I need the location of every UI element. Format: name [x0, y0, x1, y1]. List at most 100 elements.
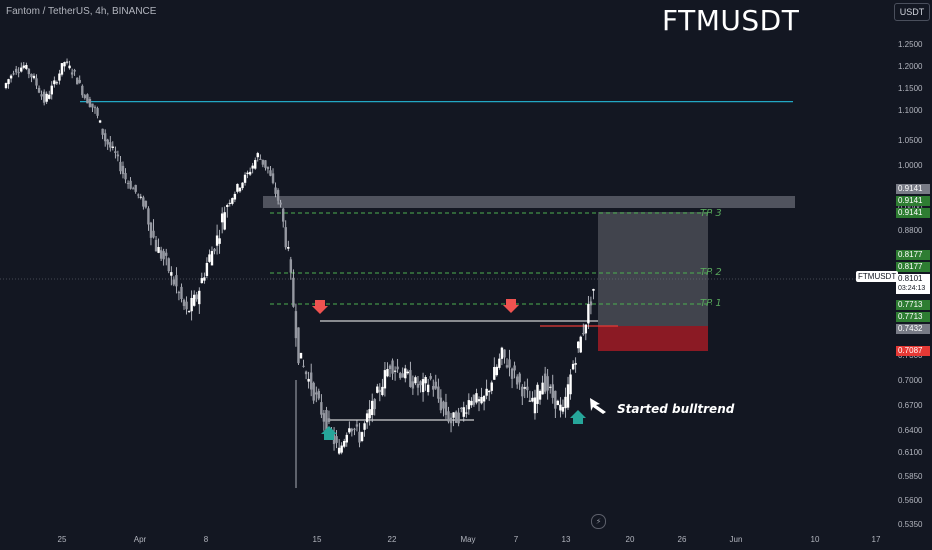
candle-body: [528, 400, 532, 402]
candle-body: [254, 160, 257, 169]
candle-body: [50, 85, 53, 95]
candle-body: [177, 292, 181, 294]
candle-body: [584, 324, 588, 334]
candle-body: [365, 413, 369, 423]
candle-body: [139, 196, 142, 198]
candle-body: [363, 423, 366, 430]
candle-body: [124, 173, 127, 180]
candle-body: [493, 367, 496, 380]
candle-body: [452, 412, 455, 418]
candle-body: [111, 146, 115, 148]
candle-body: [165, 252, 168, 256]
candle-body: [70, 72, 74, 75]
candle-body: [500, 347, 504, 359]
candle-body: [218, 238, 221, 244]
candle-body: [477, 399, 481, 402]
countdown-label: 03:24:13: [896, 284, 930, 294]
y-tick-label: 0.7000: [898, 376, 923, 385]
candle-body: [462, 407, 465, 417]
candle-body: [398, 373, 402, 378]
candle-body: [510, 368, 514, 379]
x-tick-label: 15: [313, 535, 322, 544]
buy-arrow-2: [570, 410, 586, 424]
candle-body: [281, 208, 285, 222]
candle-body: [332, 434, 336, 445]
candle-body: [228, 202, 231, 204]
target-zone: [598, 212, 708, 326]
candle-body: [187, 311, 191, 313]
candle-body: [561, 406, 565, 412]
y-tick-label: 0.5600: [898, 496, 923, 505]
candle-body: [274, 187, 277, 194]
candle-body: [137, 194, 140, 196]
candle-body: [592, 288, 595, 291]
candle-body: [386, 368, 389, 377]
x-tick-label: May: [460, 535, 475, 544]
candle-body: [294, 311, 298, 339]
candle-body: [213, 248, 216, 252]
price-label-tp1-a: 0.7713: [896, 300, 930, 310]
candle-body: [444, 402, 448, 415]
lightning-icon[interactable]: ⚡: [591, 514, 606, 529]
candle-body: [233, 193, 237, 200]
candle-body: [170, 272, 173, 276]
y-tick-label: 1.1000: [898, 106, 923, 115]
price-label-tp2-b: 0.8177: [896, 262, 930, 272]
price-label-tp1-b: 0.7713: [896, 312, 930, 322]
candle-body: [190, 297, 193, 312]
candle-body: [327, 418, 331, 422]
candle-body: [554, 390, 557, 409]
candle-body: [582, 332, 585, 335]
candle-body: [513, 365, 516, 371]
candle-body: [266, 166, 270, 170]
candle-body: [35, 78, 38, 86]
candle-body: [159, 250, 163, 259]
y-tick-label: 1.2000: [898, 62, 923, 71]
candle-body: [521, 386, 524, 397]
candle-body: [182, 299, 186, 306]
current-price-label: 0.8101: [896, 274, 930, 284]
candle-body: [185, 301, 188, 310]
candle-body: [12, 73, 15, 75]
candle-body: [147, 208, 150, 225]
candle-body: [373, 399, 376, 410]
candle-body: [131, 188, 135, 190]
candle-body: [393, 370, 397, 372]
candle-body: [467, 400, 471, 410]
candle-body: [223, 212, 226, 230]
candle-body: [119, 161, 122, 172]
x-tick-label: 7: [514, 535, 519, 544]
candle-body: [276, 190, 280, 201]
x-tick-label: 26: [678, 535, 687, 544]
candle-body: [472, 394, 476, 405]
candle-body: [508, 359, 511, 368]
candle-body: [58, 73, 61, 81]
price-label-tp3-b: 0.9141: [896, 196, 930, 206]
candle-body: [208, 254, 211, 262]
candle-body: [121, 165, 125, 175]
candle-body: [401, 373, 404, 378]
candle-body: [226, 205, 229, 207]
candle-body: [515, 376, 519, 385]
candle-body: [289, 259, 293, 273]
candle-body: [587, 304, 590, 324]
candle-body: [246, 172, 249, 175]
candle-body: [248, 171, 252, 175]
candle-body: [269, 170, 272, 176]
candle-body: [259, 158, 262, 160]
y-tick-label: 1.0000: [898, 161, 923, 170]
y-tick-label: 0.6700: [898, 401, 923, 410]
tp1-label: TP 1: [700, 298, 722, 309]
candle-body: [498, 358, 501, 368]
candle-body: [337, 447, 341, 454]
currency-button[interactable]: USDT: [894, 3, 930, 21]
x-tick-label: 25: [58, 535, 67, 544]
candle-body: [78, 79, 81, 83]
candle-body: [465, 412, 468, 414]
candle-body: [60, 63, 64, 75]
candle-body: [391, 360, 394, 374]
y-tick-label: 0.5850: [898, 472, 923, 481]
candle-body: [180, 286, 183, 300]
candle-body: [48, 94, 51, 99]
